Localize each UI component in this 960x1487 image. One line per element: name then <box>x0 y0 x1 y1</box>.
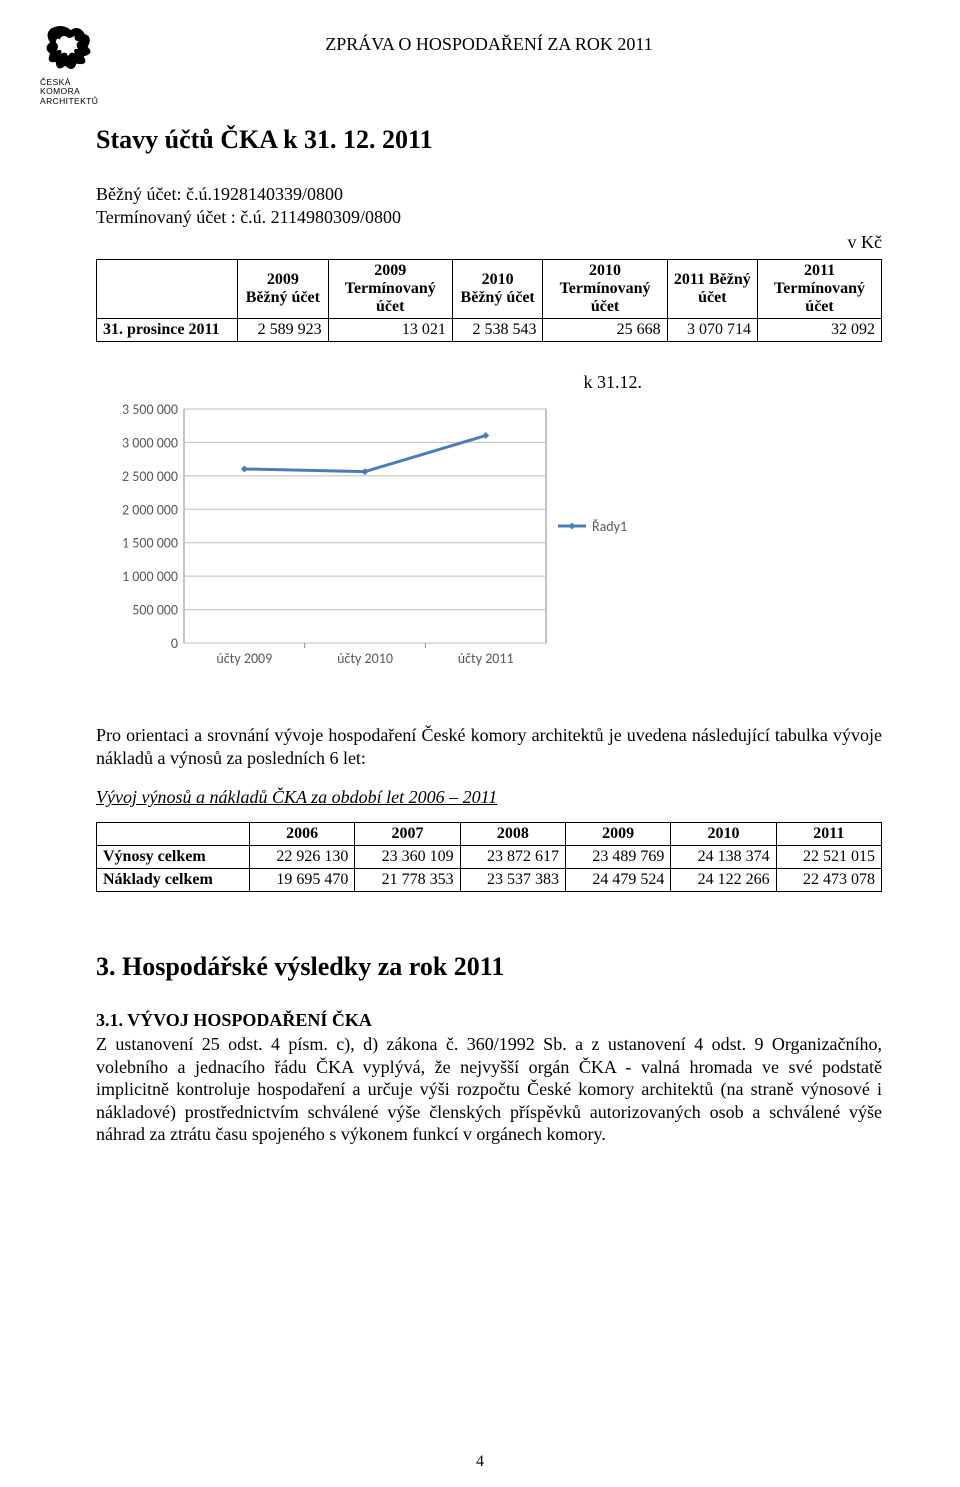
table-cell: 2 538 543 <box>452 319 543 342</box>
svg-text:2 000 000: 2 000 000 <box>122 501 178 518</box>
table-cell: 32 092 <box>758 319 882 342</box>
table-header: 2008 <box>460 823 565 846</box>
section-heading-results: 3. Hospodářské výsledky za rok 2011 <box>96 952 882 982</box>
page-number: 4 <box>0 1453 960 1471</box>
table-header: 2009 Běžný účet <box>238 260 329 319</box>
table-cell: 23 360 109 <box>355 846 460 869</box>
svg-text:0: 0 <box>171 635 178 652</box>
table-header: 2010 Termínovaný účet <box>543 260 667 319</box>
table-header: 2009 <box>565 823 670 846</box>
table-cell: 24 122 266 <box>671 869 776 892</box>
paragraph-body: Z ustanovení 25 odst. 4 písm. c), d) zák… <box>96 1033 882 1146</box>
page-header-title: ZPRÁVA O HOSPODAŘENÍ ZA ROK 2011 <box>96 34 882 55</box>
currency-unit: v Kč <box>96 232 882 253</box>
table-cell: 21 778 353 <box>355 869 460 892</box>
org-logo: ČESKÁ KOMORA ARCHITEKTŮ <box>40 20 110 106</box>
table-row: 31. prosince 2011 2 589 923 13 021 2 538… <box>97 319 882 342</box>
table-row: Výnosy celkem 22 926 130 23 360 109 23 8… <box>97 846 882 869</box>
table-row-label: 31. prosince 2011 <box>97 319 238 342</box>
table-row: 2009 Běžný účet 2009 Termínovaný účet 20… <box>97 260 882 319</box>
table-header: 2010 Běžný účet <box>452 260 543 319</box>
table-header: 2011 Běžný účet <box>667 260 757 319</box>
svg-text:1 000 000: 1 000 000 <box>122 568 178 585</box>
svg-text:3 000 000: 3 000 000 <box>122 434 178 451</box>
table-header: 2009 Termínovaný účet <box>328 260 452 319</box>
svg-text:1 500 000: 1 500 000 <box>122 535 178 552</box>
table-header: 2007 <box>355 823 460 846</box>
line-chart-svg: 0 500 000 1 000 000 1 500 000 2 000 000 2 500… <box>96 399 656 679</box>
table-cell: 23 489 769 <box>565 846 670 869</box>
table-row-label: Náklady celkem <box>97 869 250 892</box>
table-header: 2006 <box>250 823 355 846</box>
table-header: 2011 <box>776 823 881 846</box>
table-row: Náklady celkem 19 695 470 21 778 353 23 … <box>97 869 882 892</box>
svg-text:Řady1: Řady1 <box>592 518 627 535</box>
table-cell: 22 926 130 <box>250 846 355 869</box>
account-line-current: Běžný účet: č.ú.1928140339/0800 <box>96 183 882 206</box>
logo-text-line1: ČESKÁ KOMORA <box>40 78 110 97</box>
accounts-line-chart: k 31.12. 0 500 000 1 000 000 1 500 000 2 000… <box>96 372 882 684</box>
table-cell: 24 138 374 <box>671 846 776 869</box>
subsection-heading: 3.1. VÝVOJ HOSPODAŘENÍ ČKA <box>96 1010 882 1031</box>
table-cell: 3 070 714 <box>667 319 757 342</box>
table-cell: 2 589 923 <box>238 319 329 342</box>
chart-caption: k 31.12. <box>96 372 882 393</box>
section-heading-accounts: Stavy účtů ČKA k 31. 12. 2011 <box>96 125 882 155</box>
svg-text:2 500 000: 2 500 000 <box>122 468 178 485</box>
table-cell: 13 021 <box>328 319 452 342</box>
table-header-blank <box>97 823 250 846</box>
paragraph-orientation: Pro orientaci a srovnání vývoje hospodař… <box>96 724 882 769</box>
table-cell: 22 521 015 <box>776 846 881 869</box>
table-cell: 24 479 524 <box>565 869 670 892</box>
svg-text:500 000: 500 000 <box>132 602 178 619</box>
table-row: 2006 2007 2008 2009 2010 2011 <box>97 823 882 846</box>
account-line-term: Termínovaný účet : č.ú. 2114980309/0800 <box>96 206 882 229</box>
svg-text:účty 2009: účty 2009 <box>216 650 272 667</box>
svg-text:účty 2011: účty 2011 <box>458 650 514 667</box>
logo-text-line2: ARCHITEKTŮ <box>40 97 110 106</box>
table-header: 2010 <box>671 823 776 846</box>
table-header-blank <box>97 260 238 319</box>
history-table: 2006 2007 2008 2009 2010 2011 Výnosy cel… <box>96 822 882 892</box>
table-cell: 25 668 <box>543 319 667 342</box>
table-cell: 23 872 617 <box>460 846 565 869</box>
table-cell: 22 473 078 <box>776 869 881 892</box>
svg-text:3 500 000: 3 500 000 <box>122 401 178 418</box>
table-cell: 19 695 470 <box>250 869 355 892</box>
accounts-table: 2009 Běžný účet 2009 Termínovaný účet 20… <box>96 259 882 342</box>
table-cell: 23 537 383 <box>460 869 565 892</box>
heraldic-lion-icon <box>40 20 96 76</box>
table-row-label: Výnosy celkem <box>97 846 250 869</box>
table-header: 2011 Termínovaný účet <box>758 260 882 319</box>
italic-subtitle: Vývoj výnosů a nákladů ČKA za období let… <box>96 787 882 808</box>
svg-text:účty 2010: účty 2010 <box>337 650 393 667</box>
